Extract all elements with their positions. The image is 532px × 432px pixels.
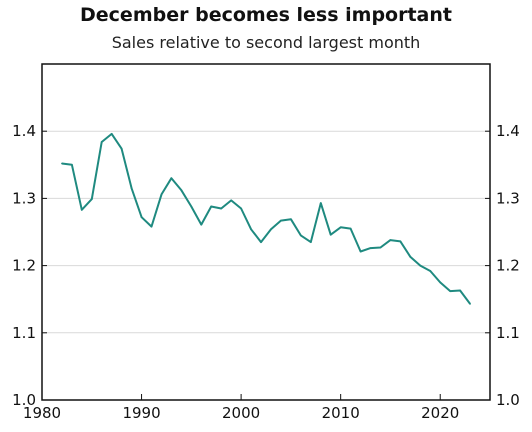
data-point: [469, 303, 471, 305]
y-tick-label-right: 1.3: [496, 189, 520, 207]
data-point: [419, 264, 422, 267]
plot-frame: [41, 63, 491, 401]
data-point: [449, 290, 451, 292]
data-point: [220, 207, 222, 210]
y-tick-label-left: 1.3: [12, 189, 36, 207]
data-point: [280, 219, 282, 222]
data-point: [399, 240, 402, 243]
data-point: [369, 247, 372, 249]
y-tick-label-left: 1.4: [12, 122, 36, 140]
data-point: [200, 223, 203, 226]
data-point: [409, 256, 412, 258]
x-tick-label: 2010: [322, 404, 360, 422]
data-point: [290, 218, 292, 221]
data-point: [270, 228, 272, 231]
data-point: [339, 226, 342, 229]
data-point: [61, 162, 63, 165]
data-point: [250, 228, 252, 231]
data-point: [230, 199, 232, 202]
data-point: [389, 239, 392, 241]
data-point: [190, 205, 193, 208]
y-tick-label-left: 1.1: [12, 324, 36, 342]
data-point: [240, 207, 242, 210]
y-tick-label-right: 1.0: [496, 391, 520, 409]
x-tick-label: 1980: [23, 404, 61, 422]
y-tick-label-right: 1.2: [496, 257, 520, 275]
data-point: [429, 270, 432, 272]
data-point: [260, 241, 262, 243]
data-point: [110, 133, 113, 135]
data-point: [90, 198, 93, 200]
data-point: [100, 141, 103, 143]
data-point: [210, 205, 213, 208]
data-point: [140, 216, 143, 219]
data-point: [359, 250, 362, 253]
y-tick-label-right: 1.1: [496, 324, 520, 342]
data-point: [130, 187, 133, 190]
data-point: [379, 246, 382, 249]
y-tick-label-right: 1.4: [496, 122, 520, 140]
data-point: [300, 234, 302, 237]
data-point: [319, 202, 322, 204]
data-point: [170, 177, 173, 180]
x-tick-label: 1990: [122, 404, 160, 422]
data-point: [310, 241, 312, 243]
chart-title: December becomes less important: [80, 4, 452, 26]
data-point: [180, 189, 183, 192]
data-point: [120, 147, 123, 150]
data-point: [459, 289, 461, 292]
data-point: [439, 281, 442, 284]
data-point: [349, 227, 352, 230]
chart-subtitle: Sales relative to second largest month: [111, 33, 421, 52]
data-point: [71, 164, 73, 166]
data-point: [150, 225, 153, 228]
x-tick-label: 2000: [222, 404, 260, 422]
x-tick-label: 2020: [421, 404, 459, 422]
series-line: [61, 132, 471, 305]
data-point: [81, 209, 83, 211]
y-tick-label-left: 1.2: [12, 257, 36, 275]
data-point: [160, 193, 163, 196]
data-point: [329, 233, 332, 236]
y-tick-label-left: 1.0: [12, 391, 36, 409]
